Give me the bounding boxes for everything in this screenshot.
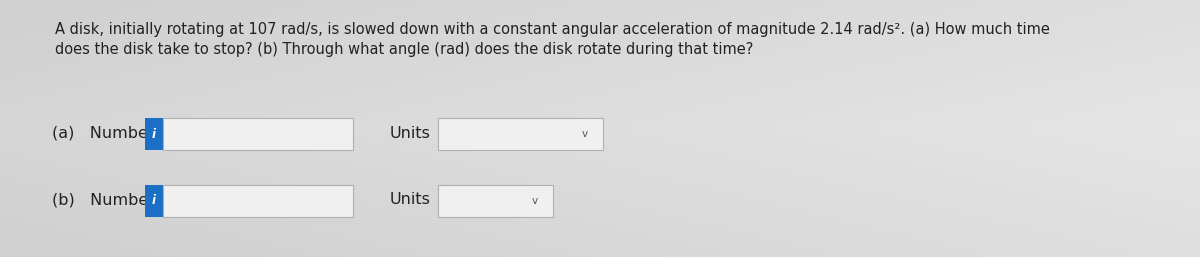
Text: Units: Units: [390, 125, 431, 141]
Text: v: v: [582, 129, 588, 139]
Text: Units: Units: [390, 192, 431, 207]
Text: A disk, initially rotating at 107 rad/s, is slowed down with a constant angular : A disk, initially rotating at 107 rad/s,…: [55, 22, 1050, 37]
FancyBboxPatch shape: [163, 185, 353, 217]
FancyBboxPatch shape: [145, 185, 163, 217]
Text: v: v: [532, 196, 538, 206]
Text: does the disk take to stop? (b) Through what angle (rad) does the disk rotate du: does the disk take to stop? (b) Through …: [55, 42, 754, 57]
Text: i: i: [152, 195, 156, 207]
FancyBboxPatch shape: [438, 185, 553, 217]
Text: (b)   Number: (b) Number: [52, 192, 155, 207]
FancyBboxPatch shape: [163, 118, 353, 150]
Text: (a)   Number: (a) Number: [52, 125, 155, 141]
FancyBboxPatch shape: [438, 118, 604, 150]
FancyBboxPatch shape: [145, 118, 163, 150]
Text: i: i: [152, 127, 156, 141]
